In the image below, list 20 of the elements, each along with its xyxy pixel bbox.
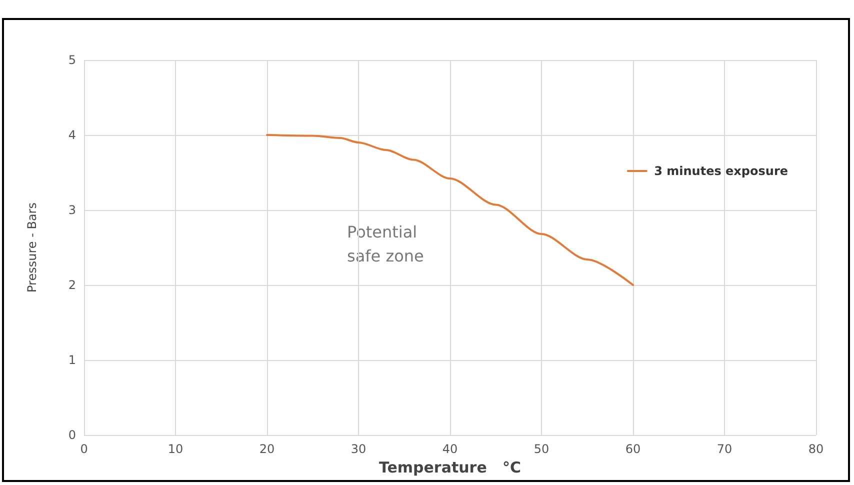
y-tick-label: 3: [68, 203, 76, 217]
x-tick-label: 70: [716, 442, 732, 456]
y-tick-label: 5: [68, 53, 76, 67]
x-tick-label: 10: [168, 442, 184, 456]
annotation: Potential safe zone: [347, 222, 424, 266]
y-tick-label: 4: [68, 128, 76, 142]
x-tick-label: 60: [625, 442, 641, 456]
y-axis-title: Pressure - Bars: [25, 202, 39, 292]
x-tick-label: 80: [808, 442, 824, 456]
x-tick-label: 0: [80, 442, 88, 456]
y-tick-label: 2: [68, 278, 76, 292]
x-axis-title: Temperature °C: [378, 458, 522, 476]
x-tick-label: 20: [259, 442, 275, 456]
y-tick-label: 1: [68, 353, 76, 367]
x-tick-label: 30: [350, 442, 366, 456]
line-series: [266, 134, 634, 286]
y-tick-label: 0: [68, 428, 76, 442]
x-tick-label: 40: [442, 442, 458, 456]
x-tick-label: 50: [534, 442, 550, 456]
legend-label: 3 minutes exposure: [654, 164, 788, 178]
